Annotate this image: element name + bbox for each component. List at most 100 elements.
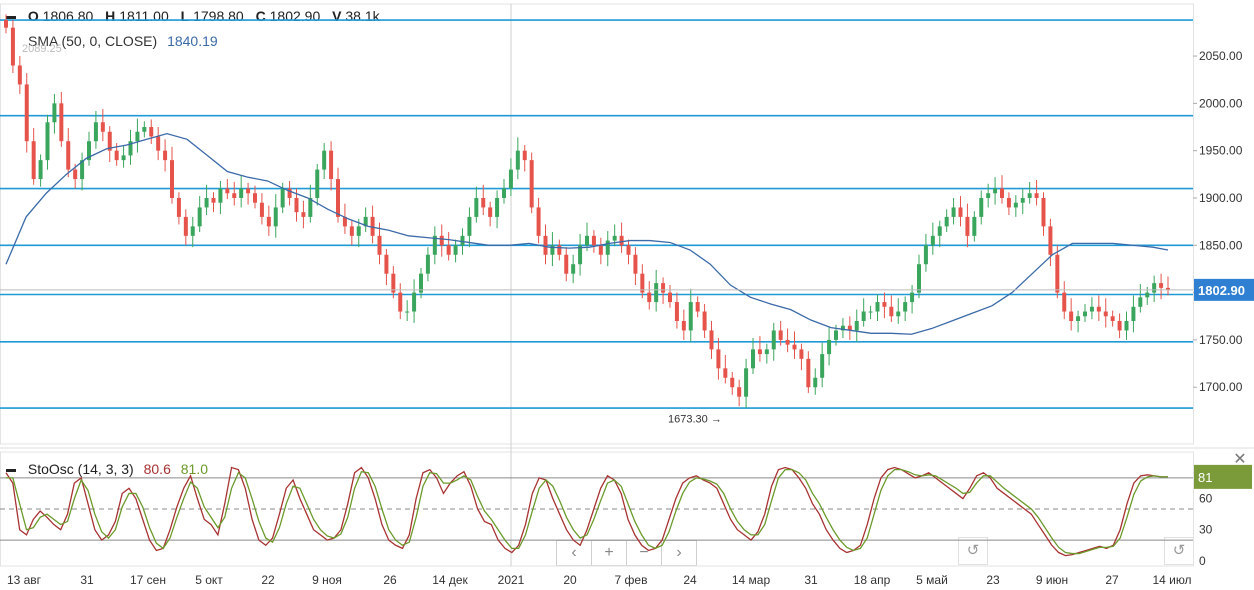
candle-body <box>66 141 71 170</box>
candle-body <box>910 292 915 303</box>
candle-body <box>716 349 721 369</box>
candle-body <box>391 273 396 293</box>
volume-label: V <box>332 8 342 24</box>
candle-body <box>1048 226 1053 255</box>
sto-tick-label: 60 <box>1199 492 1213 506</box>
sto-k-value: 80.6 <box>143 461 171 477</box>
candle-body <box>1041 197 1046 227</box>
candle-body <box>785 339 790 345</box>
price-tick-label: 1750.00 <box>1199 333 1243 347</box>
candle-body <box>875 302 880 312</box>
candle-body <box>315 169 320 198</box>
candle-body <box>1076 316 1081 321</box>
candle-body <box>605 240 610 255</box>
candle-body <box>903 302 908 312</box>
candle-body <box>266 216 271 227</box>
candle-body <box>1055 254 1060 293</box>
price-tick-label: 2000.00 <box>1199 96 1243 110</box>
x-tick-label: 27 <box>1105 573 1119 587</box>
candle-body <box>937 226 942 236</box>
candle-body <box>723 368 728 378</box>
candle-body <box>944 216 949 227</box>
candle-body <box>751 349 755 369</box>
candle-body <box>246 188 251 194</box>
candle-body <box>156 136 161 151</box>
open-label: O <box>27 8 39 24</box>
candle-body <box>681 320 686 331</box>
candle-body <box>543 235 548 255</box>
candle-body <box>419 273 423 293</box>
sto-badge-label: 81 <box>1198 470 1212 485</box>
candle-body <box>1096 306 1101 312</box>
candle-body <box>1145 292 1150 298</box>
candle-body <box>757 349 762 355</box>
candle-body <box>813 377 818 388</box>
candle-body <box>204 197 209 208</box>
sto-menu-dash-icon[interactable] <box>6 468 16 472</box>
candle-body <box>218 188 223 203</box>
scroll-forward-button[interactable]: › <box>661 540 697 566</box>
candle-body <box>979 197 984 217</box>
sto-k-line <box>5 466 1168 557</box>
x-tick-label: 14 дек <box>432 573 468 587</box>
candle-body <box>896 311 901 317</box>
candle-body <box>847 325 852 331</box>
x-tick-label: 18 апр <box>854 573 891 587</box>
candle-body <box>287 188 292 198</box>
candle-body <box>336 179 340 217</box>
sma-legend[interactable]: SMA (50, 0, CLOSE) 1840.19 <box>28 33 218 49</box>
candle-body <box>114 150 119 161</box>
menu-dash-icon[interactable] <box>6 15 16 19</box>
candle-body <box>1159 283 1164 288</box>
sto-badge <box>1194 464 1252 489</box>
candle-body <box>128 141 133 156</box>
x-tick-label: 23 <box>986 573 1000 587</box>
price-badge-label: 1802.90 <box>1198 283 1245 298</box>
candle-body <box>578 245 583 265</box>
x-tick-label: 31 <box>804 573 818 587</box>
candle-body <box>820 354 825 378</box>
price-badge <box>1194 278 1254 301</box>
candle-body <box>619 235 624 246</box>
candle-body <box>737 387 742 397</box>
candle-body <box>564 254 569 274</box>
candle-body <box>121 155 126 161</box>
sma-label: SMA (50, 0, CLOSE) <box>28 33 158 49</box>
candle-body <box>771 330 776 350</box>
candle-body <box>1006 197 1011 208</box>
candle-body <box>384 254 389 274</box>
candle-body <box>536 207 541 236</box>
price-tick-label: 1700.00 <box>1199 380 1243 394</box>
candle-body <box>861 311 866 321</box>
candle-body <box>135 131 140 142</box>
candle-body <box>370 216 375 236</box>
close-pane-icon[interactable]: ✕ <box>1233 451 1247 468</box>
candle-body <box>211 197 216 203</box>
candle-body <box>854 320 859 331</box>
candle-body <box>239 188 244 198</box>
reset-scale-button[interactable]: ↺ <box>1164 537 1194 565</box>
candle-body <box>626 245 631 255</box>
candle-body <box>930 235 935 246</box>
candle-body <box>329 150 334 180</box>
price-tick-label: 1900.00 <box>1199 191 1243 205</box>
candle-body <box>342 216 347 227</box>
reset-view-button[interactable]: ↺ <box>958 537 988 565</box>
candle-body <box>24 84 29 142</box>
candle-body <box>190 226 195 236</box>
candle-body <box>52 103 57 123</box>
x-tick-label: 26 <box>383 573 397 587</box>
zoom-in-button[interactable]: + <box>591 540 627 566</box>
candle-body <box>529 160 534 208</box>
candle-body <box>87 141 91 161</box>
candle-body <box>59 103 64 142</box>
candle-body <box>481 197 486 208</box>
candle-body <box>1013 202 1018 208</box>
candle-body <box>197 207 202 227</box>
zoom-out-button[interactable]: − <box>626 540 662 566</box>
price-tick-label: 1850.00 <box>1199 238 1243 252</box>
candle-body <box>778 330 783 340</box>
candle-body <box>356 226 361 236</box>
x-tick-label: 14 июл <box>1152 573 1191 587</box>
